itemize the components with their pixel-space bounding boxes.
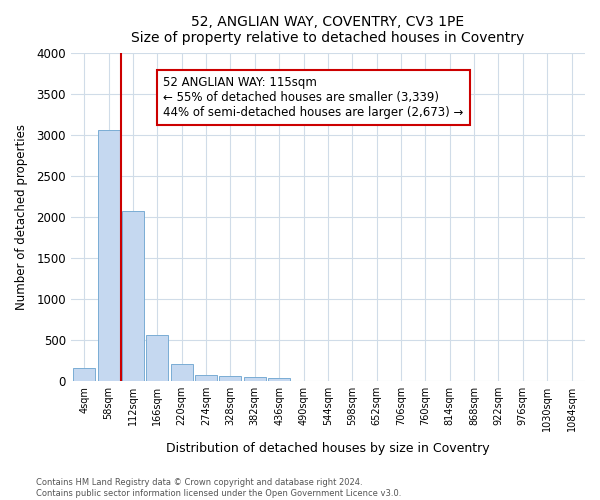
Bar xyxy=(73,368,95,381)
Bar xyxy=(220,376,241,381)
Bar xyxy=(171,364,193,381)
Bar xyxy=(268,378,290,381)
Bar xyxy=(195,375,217,381)
X-axis label: Distribution of detached houses by size in Coventry: Distribution of detached houses by size … xyxy=(166,442,490,455)
Y-axis label: Number of detached properties: Number of detached properties xyxy=(15,124,28,310)
Bar xyxy=(244,377,266,381)
Title: 52, ANGLIAN WAY, COVENTRY, CV3 1PE
Size of property relative to detached houses : 52, ANGLIAN WAY, COVENTRY, CV3 1PE Size … xyxy=(131,15,524,45)
Bar xyxy=(98,130,119,381)
Bar xyxy=(122,212,144,381)
Text: Contains HM Land Registry data © Crown copyright and database right 2024.
Contai: Contains HM Land Registry data © Crown c… xyxy=(36,478,401,498)
Text: 52 ANGLIAN WAY: 115sqm
← 55% of detached houses are smaller (3,339)
44% of semi-: 52 ANGLIAN WAY: 115sqm ← 55% of detached… xyxy=(163,76,464,119)
Bar xyxy=(146,334,168,381)
